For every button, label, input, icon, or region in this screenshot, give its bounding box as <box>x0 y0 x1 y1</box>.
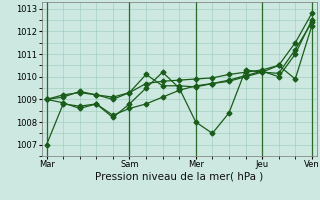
X-axis label: Pression niveau de la mer( hPa ): Pression niveau de la mer( hPa ) <box>95 172 263 182</box>
